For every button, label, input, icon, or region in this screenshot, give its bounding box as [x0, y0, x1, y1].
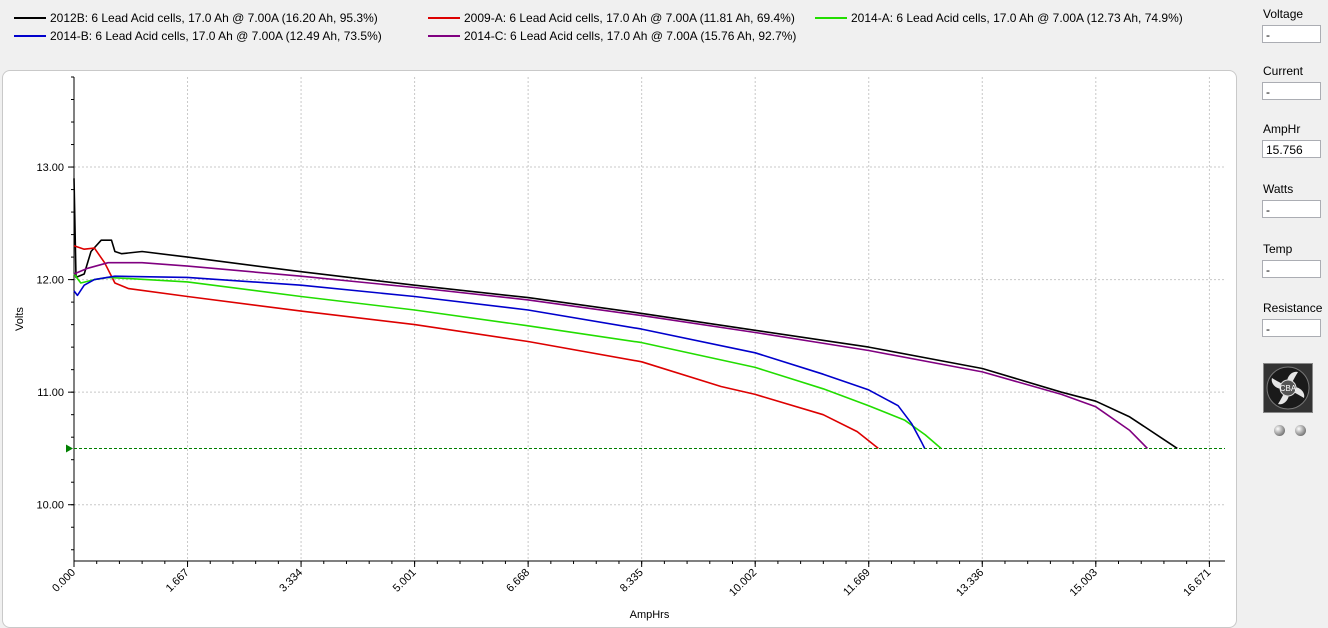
watts-field[interactable]: -: [1262, 200, 1321, 218]
series-line: [73, 245, 879, 450]
chart-legend: 2012B: 6 Lead Acid cells, 17.0 Ah @ 7.00…: [14, 10, 1244, 46]
x-tick-label: 5.001: [391, 567, 419, 595]
legend-entry: 2012B: 6 Lead Acid cells, 17.0 Ah @ 7.00…: [14, 10, 378, 26]
legend-label: 2009-A: 6 Lead Acid cells, 17.0 Ah @ 7.0…: [464, 11, 795, 25]
x-tick-label: 13.336: [954, 567, 986, 599]
status-led-left: [1274, 425, 1285, 436]
status-led-right: [1295, 425, 1306, 436]
x-tick-label: 11.669: [841, 567, 873, 599]
legend-swatch: [14, 16, 46, 19]
voltage-label: Voltage: [1263, 7, 1304, 21]
series-line: [73, 261, 1148, 449]
legend-swatch: [428, 34, 460, 37]
y-tick-label: 10.00: [36, 500, 64, 512]
temp-field[interactable]: -: [1262, 260, 1321, 278]
x-tick-label: 0.000: [50, 567, 78, 595]
legend-swatch: [428, 16, 460, 19]
plot-panel: 0.000 1.667 3.334 5.001 6.668 8.335 10.002 11.6…: [2, 70, 1237, 628]
x-tick-label: 10.002: [727, 567, 759, 599]
x-tick-label: 16.671: [1181, 567, 1213, 599]
discharge-chart: 0.000 1.667 3.334 5.001 6.668 8.335 10.002 11.6…: [14, 76, 1225, 621]
x-tick-label: 3.334: [277, 567, 305, 595]
current-field[interactable]: -: [1262, 82, 1321, 100]
fan-icon[interactable]: CBA: [1263, 363, 1313, 413]
watts-label: Watts: [1263, 182, 1294, 196]
y-tick-label: 11.00: [37, 387, 64, 399]
current-label: Current: [1263, 64, 1304, 78]
temp-label: Temp: [1263, 242, 1293, 256]
readout-panel: Voltage - Current - AmpHr 15.756 Watts -…: [1262, 0, 1328, 628]
legend-label: 2014-C: 6 Lead Acid cells, 17.0 Ah @ 7.0…: [464, 29, 797, 43]
y-axis-label: Volts: [14, 307, 26, 331]
legend-swatch: [14, 34, 46, 37]
x-tick-label: 1.667: [164, 567, 192, 595]
resistance-label: Resistance: [1263, 301, 1323, 315]
legend-entry: 2014-A: 6 Lead Acid cells, 17.0 Ah @ 7.0…: [815, 10, 1183, 26]
legend-entry: 2009-A: 6 Lead Acid cells, 17.0 Ah @ 7.0…: [428, 10, 795, 26]
legend-entry: 2014-B: 6 Lead Acid cells, 17.0 Ah @ 7.0…: [14, 28, 382, 44]
series-line: [73, 275, 926, 449]
fan-logo-text: CBA: [1280, 384, 1297, 393]
resistance-field[interactable]: -: [1262, 319, 1321, 337]
cutoff-marker: [66, 444, 73, 453]
legend-swatch: [815, 16, 847, 19]
legend-label: 2012B: 6 Lead Acid cells, 17.0 Ah @ 7.00…: [50, 11, 378, 25]
x-tick-label: 8.335: [618, 567, 646, 595]
amphr-field[interactable]: 15.756: [1262, 140, 1321, 158]
x-tick-label: 15.003: [1068, 567, 1100, 599]
legend-label: 2014-B: 6 Lead Acid cells, 17.0 Ah @ 7.0…: [50, 29, 382, 43]
series-line: [73, 178, 1178, 450]
y-tick-label: 13.00: [36, 162, 64, 174]
legend-entry: 2014-C: 6 Lead Acid cells, 17.0 Ah @ 7.0…: [428, 28, 796, 44]
voltage-field[interactable]: -: [1262, 25, 1321, 43]
legend-label: 2014-A: 6 Lead Acid cells, 17.0 Ah @ 7.0…: [851, 11, 1183, 25]
x-tick-label: 6.668: [504, 567, 532, 595]
y-tick-label: 12.00: [36, 275, 64, 287]
series-line: [73, 273, 942, 450]
amphr-label: AmpHr: [1263, 122, 1301, 136]
x-axis-label: AmpHrs: [630, 609, 670, 621]
